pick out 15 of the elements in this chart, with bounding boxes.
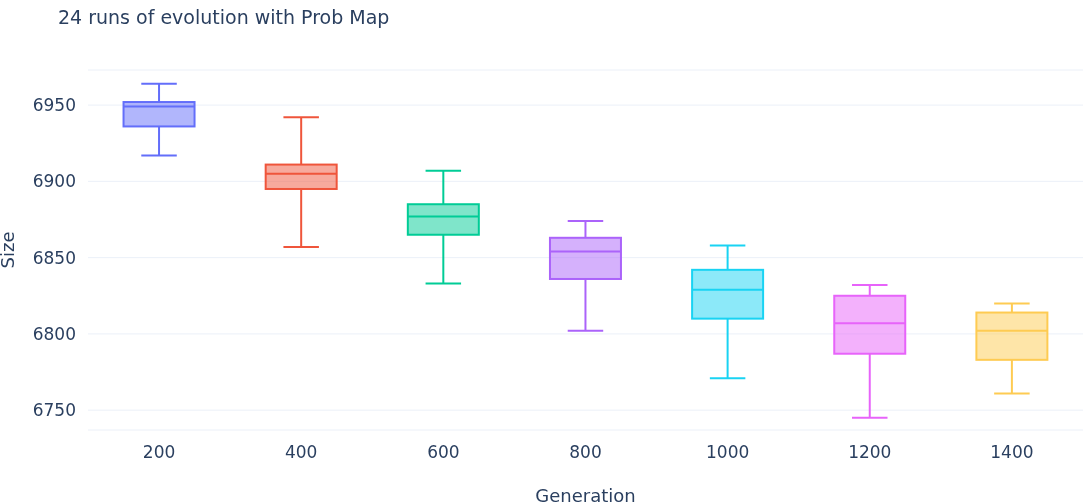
y-tick-label: 6850 <box>32 247 76 268</box>
y-tick-label: 6800 <box>32 323 76 344</box>
y-tick-label: 6950 <box>32 95 76 116</box>
x-tick-label: 600 <box>427 442 460 463</box>
chart-title: 24 runs of evolution with Prob Map <box>58 6 390 28</box>
y-tick-label: 6900 <box>32 171 76 192</box>
x-tick-label: 1200 <box>848 442 892 463</box>
x-tick-label: 400 <box>284 442 318 463</box>
x-tick-label: 1400 <box>990 442 1034 463</box>
x-tick-label: 200 <box>142 442 176 463</box>
x-tick-label: 800 <box>569 442 602 463</box>
y-axis-title: Size <box>0 231 19 269</box>
x-tick-label: 1000 <box>706 442 750 463</box>
y-tick-label: 6750 <box>32 400 76 421</box>
x-axis-title: Generation <box>535 485 636 504</box>
